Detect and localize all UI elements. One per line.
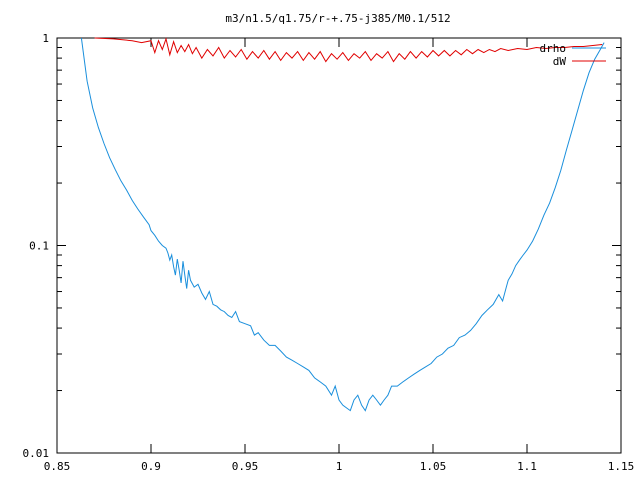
series-layer [80,37,605,412]
x-tick-label: 0.95 [232,460,259,473]
series-line-dW [94,37,603,63]
x-tick-label: 1 [336,460,343,473]
x-tick-label: 1.15 [608,460,635,473]
plot-frame [56,37,622,454]
y-tick-label: 1 [42,32,49,45]
chart-title: m3/n1.5/q1.75/r-+.75-j385/M0.1/512 [225,12,450,25]
x-tick-label: 0.85 [44,460,71,473]
series-line-drho [80,37,605,412]
legend-label: dW [553,55,567,68]
x-tick-label: 1.1 [517,460,537,473]
y-tick-label: 0.1 [29,240,49,253]
y-axis: 0.01 0.1 1 [23,32,621,460]
y-minor-ticks [57,46,621,392]
legend-label: drho [540,42,567,55]
y-tick-label: 0.01 [23,447,50,460]
x-tick-label: 1.05 [420,460,447,473]
x-axis: 0.85 0.9 0.95 1 1.05 1.1 1.15 [44,38,635,473]
x-tick-label: 0.9 [141,460,161,473]
